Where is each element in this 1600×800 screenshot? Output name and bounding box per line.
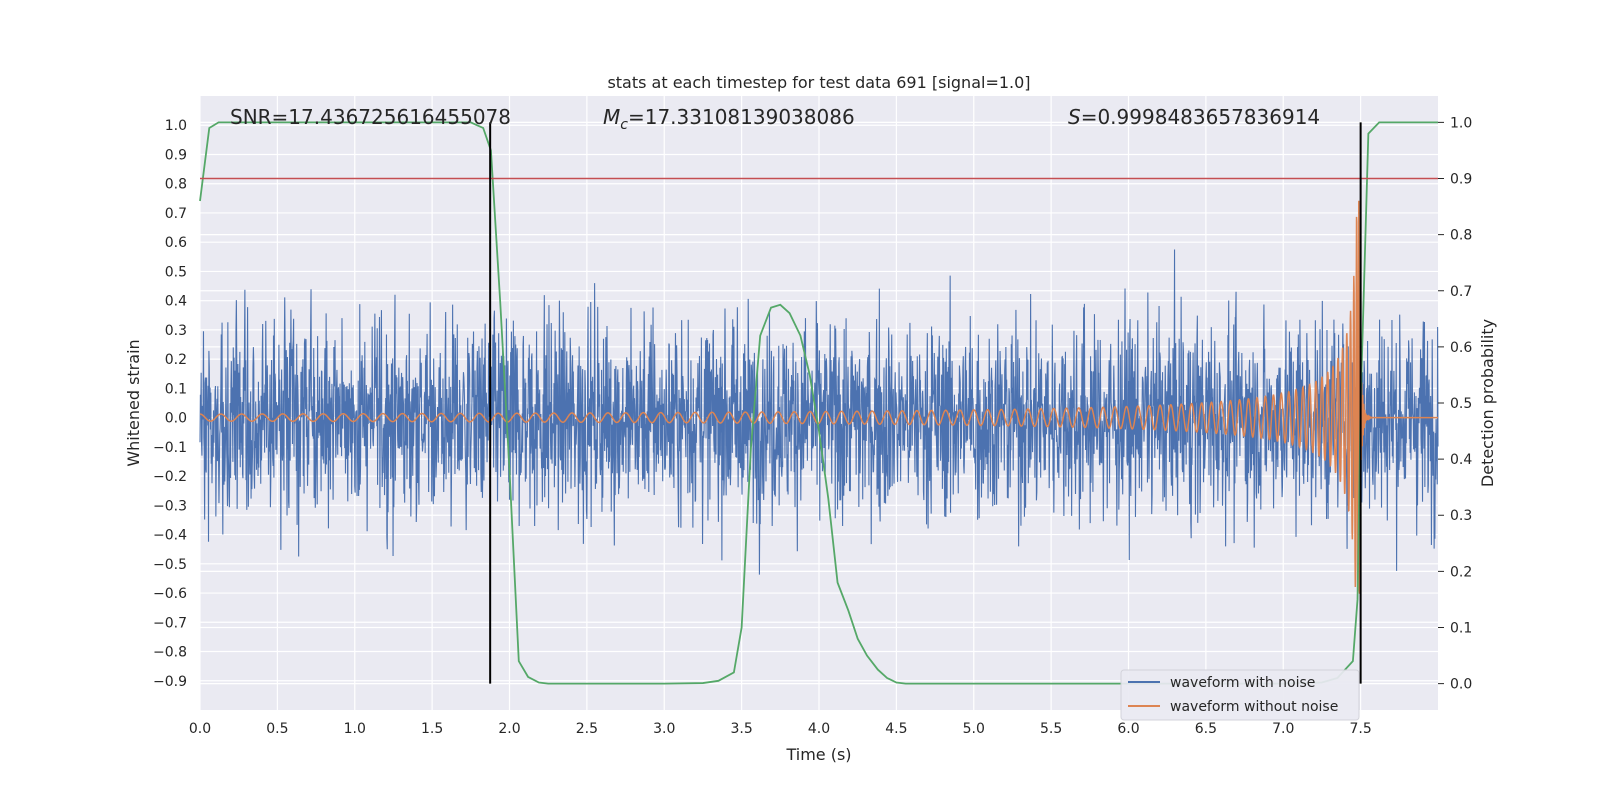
- y-tick-label: 0.1: [165, 381, 187, 397]
- series-waveform-with-noise: [199, 249, 1439, 575]
- y-tick-label: 1.0: [165, 118, 187, 134]
- y2-tick-label: 0.3: [1450, 508, 1472, 524]
- y-tick-label: 0.0: [165, 411, 187, 427]
- y2-tick-label: 0.1: [1450, 620, 1472, 636]
- y-tick-label: 0.7: [165, 206, 187, 222]
- y-tick-label: −0.7: [153, 615, 187, 631]
- y2-tick-labels: 0.0 0.1 0.2 0.3 0.4 0.5 0.6 0.7 0.8 0.9 1.0: [1438, 115, 1472, 693]
- x-tick-label: 5.5: [1040, 721, 1062, 737]
- x-tick-label: 1.0: [344, 721, 366, 737]
- legend: waveform with noise waveform without noi…: [1120, 669, 1360, 721]
- y2-tick-label: 0.6: [1450, 340, 1472, 356]
- y2-tick-label: 0.9: [1450, 172, 1472, 188]
- reference-lines: [200, 122, 1438, 684]
- x-tick-label: 3.5: [730, 721, 752, 737]
- x-tick-label: 4.5: [885, 721, 907, 737]
- x-tick-label: 6.0: [1117, 721, 1139, 737]
- legend-label-waveform-without-noise: waveform without noise: [1170, 699, 1338, 715]
- y2-tick-label: 0.0: [1450, 677, 1472, 693]
- x-tick-label: 7.0: [1272, 721, 1294, 737]
- x-axis-label: Time (s): [785, 745, 851, 764]
- y2-tick-label: 0.2: [1450, 564, 1472, 580]
- y2-tick-label: 1.0: [1450, 115, 1472, 131]
- y-tick-label: 0.3: [165, 323, 187, 339]
- x-tick-label: 7.5: [1349, 721, 1371, 737]
- y-tick-label: 0.8: [165, 177, 187, 193]
- x-tick-label: 4.0: [808, 721, 830, 737]
- y-tick-label: −0.3: [153, 498, 187, 514]
- y2-tick-label: 0.7: [1450, 284, 1472, 300]
- chirp-mass-symbol: M: [603, 105, 620, 129]
- y-tick-label: −0.4: [153, 528, 187, 544]
- y2-tick-label: 0.8: [1450, 228, 1472, 244]
- series-waveform-without-noise: [199, 200, 1438, 594]
- x-tick-label: 2.0: [498, 721, 520, 737]
- y-tick-label: −0.9: [153, 674, 187, 690]
- y2-tick-label: 0.5: [1450, 396, 1472, 412]
- y-tick-label: 0.9: [165, 147, 187, 163]
- x-tick-label: 1.5: [421, 721, 443, 737]
- x-tick-labels: 0.0 0.5 1.0 1.5 2.0 2.5 3.0 3.5 4.0 4.5 5.0 5.5 6.0 6…: [189, 721, 1372, 737]
- y-axis-label: Whitened strain: [124, 339, 143, 466]
- chirp-mass-subscript: c: [620, 117, 628, 133]
- legend-label-waveform-with-noise: waveform with noise: [1170, 675, 1315, 691]
- score-symbol: S: [1068, 105, 1081, 129]
- x-tick-label: 2.5: [576, 721, 598, 737]
- y-tick-label: 0.2: [165, 352, 187, 368]
- y-tick-label: −0.6: [153, 586, 187, 602]
- snr-annotation: SNR=17.436725616455078: [230, 105, 511, 129]
- y-tick-label: −0.8: [153, 645, 187, 661]
- score-annotation: S=0.9998483657836914: [1068, 105, 1320, 129]
- legend-box: [1120, 669, 1360, 721]
- y2-axis-label: Detection probability: [1478, 319, 1497, 487]
- y-tick-labels: −0.9 −0.8 −0.7 −0.6 −0.5 −0.4 −0.3 −0.2 −0.1 0.0 0…: [153, 118, 187, 690]
- y-tick-label: −0.5: [153, 557, 187, 573]
- x-tick-label: 0.5: [266, 721, 288, 737]
- y-tick-label: −0.2: [153, 469, 187, 485]
- y-tick-label: 0.5: [165, 264, 187, 280]
- y2-tick-label: 0.4: [1450, 452, 1472, 468]
- y-tick-label: 0.6: [165, 235, 187, 251]
- y-tick-label: 0.4: [165, 294, 187, 310]
- clean-waveform-line: [199, 200, 1438, 594]
- x-tick-label: 5.0: [963, 721, 985, 737]
- noise-waveform-line: [199, 249, 1439, 575]
- y-tick-label: −0.1: [153, 440, 187, 456]
- chirp-mass-annotation: Mc=17.33108139038086: [603, 105, 855, 133]
- chart-title: stats at each timestep for test data 691…: [607, 73, 1030, 92]
- x-tick-label: 6.5: [1195, 721, 1217, 737]
- chirp-mass-value: =17.33108139038086: [628, 105, 855, 129]
- x-tick-label: 3.0: [653, 721, 675, 737]
- x-tick-label: 0.0: [189, 721, 211, 737]
- score-value: =0.9998483657836914: [1081, 105, 1320, 129]
